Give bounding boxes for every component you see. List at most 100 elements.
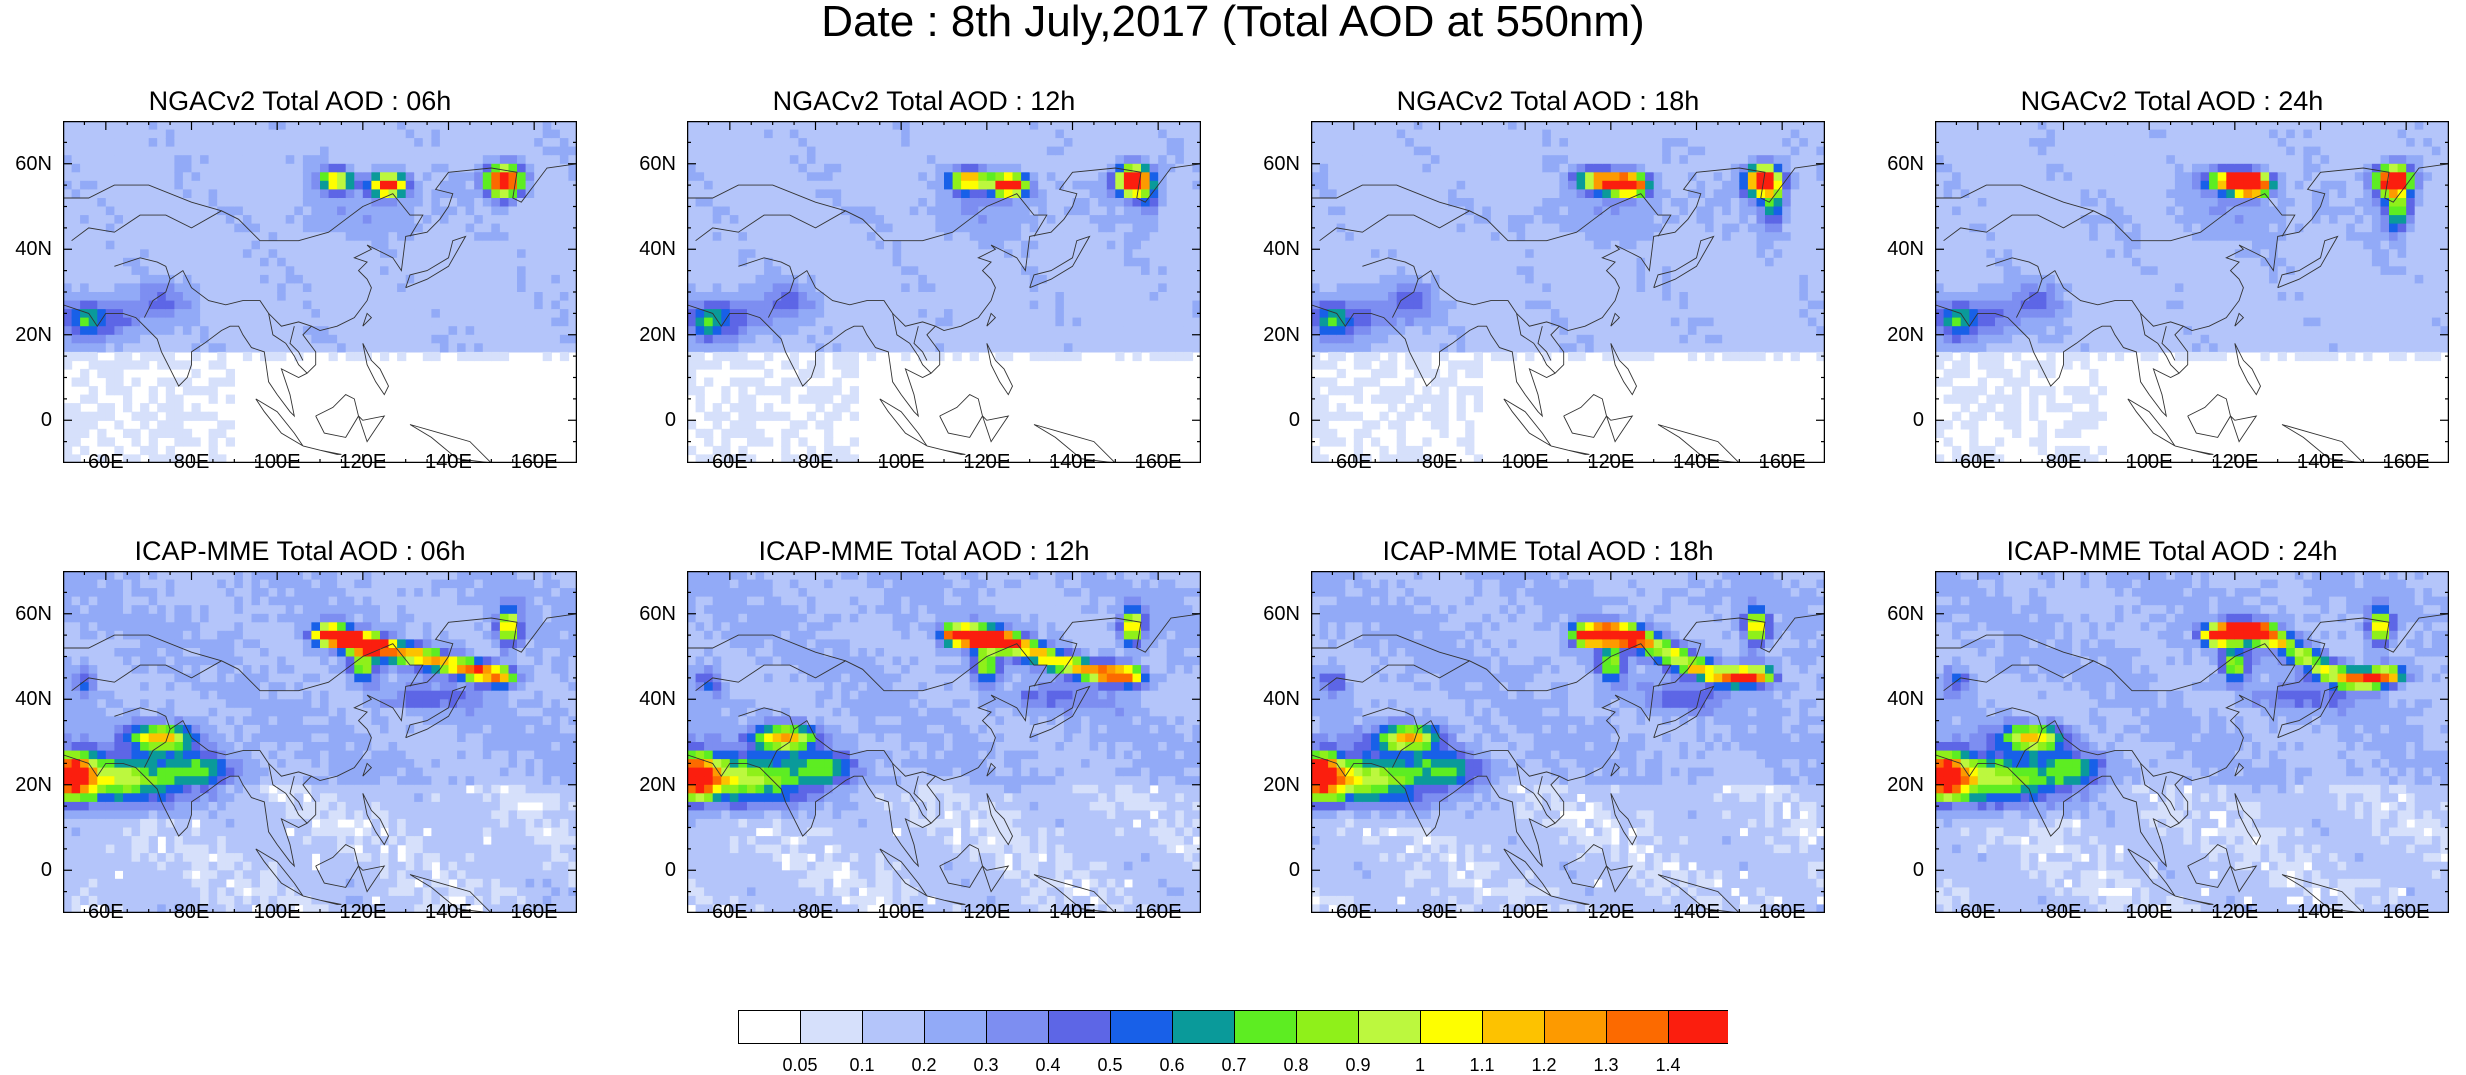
- lat-tick-label: 0: [624, 410, 676, 430]
- lon-tick-label: 100E: [1490, 902, 1560, 922]
- lon-tick-label: 60E: [695, 452, 765, 472]
- colorbar-swatch: [1235, 1011, 1297, 1044]
- lon-tick-label: 160E: [499, 902, 569, 922]
- lon-tick-label: 160E: [1123, 902, 1193, 922]
- colorbar-label: 1.2: [1514, 1056, 1574, 1074]
- lon-tick-label: 160E: [1123, 452, 1193, 472]
- lon-tick-label: 80E: [1405, 902, 1475, 922]
- lon-tick-label: 120E: [328, 452, 398, 472]
- colorbar-label: 0.9: [1328, 1056, 1388, 1074]
- lat-tick-label: 0: [1248, 410, 1300, 430]
- colorbar-swatch: [1111, 1011, 1173, 1044]
- lat-tick-label: 60N: [624, 604, 676, 624]
- panel-title: ICAP-MME Total AOD : 06h: [0, 536, 600, 566]
- colorbar-swatch: [1607, 1011, 1669, 1044]
- lon-tick-label: 80E: [1405, 452, 1475, 472]
- lon-tick-label: 120E: [2200, 902, 2270, 922]
- aod-map: [1311, 121, 1825, 463]
- lon-tick-label: 100E: [1490, 452, 1560, 472]
- lon-tick-label: 120E: [2200, 452, 2270, 472]
- lon-tick-label: 80E: [157, 902, 227, 922]
- lat-tick-label: 20N: [624, 775, 676, 795]
- lon-tick-label: 140E: [1038, 452, 1108, 472]
- lon-tick-label: 60E: [1319, 902, 1389, 922]
- colorbar-label: 0.8: [1266, 1056, 1326, 1074]
- lat-tick-label: 20N: [1872, 325, 1924, 345]
- colorbar-label: 0.6: [1142, 1056, 1202, 1074]
- lat-tick-label: 60N: [0, 154, 52, 174]
- lat-tick-label: 0: [0, 410, 52, 430]
- panel-title: NGACv2 Total AOD : 12h: [624, 86, 1224, 116]
- colorbar-swatch: [1545, 1011, 1607, 1044]
- lon-tick-label: 60E: [71, 452, 141, 472]
- aod-field: [1311, 121, 1825, 463]
- lon-tick-label: 160E: [2371, 902, 2441, 922]
- aod-field: [63, 571, 577, 913]
- lon-tick-label: 140E: [414, 902, 484, 922]
- lon-tick-label: 140E: [1662, 902, 1732, 922]
- lon-tick-label: 80E: [2029, 452, 2099, 472]
- lat-tick-label: 40N: [1248, 239, 1300, 259]
- aod-map: [1935, 571, 2449, 913]
- lat-tick-label: 20N: [0, 775, 52, 795]
- aod-map: [687, 121, 1201, 463]
- lat-tick-label: 20N: [624, 325, 676, 345]
- lon-tick-label: 100E: [242, 902, 312, 922]
- lon-tick-label: 160E: [499, 452, 569, 472]
- aod-map: [687, 571, 1201, 913]
- panel-title: NGACv2 Total AOD : 06h: [0, 86, 600, 116]
- lat-tick-label: 60N: [624, 154, 676, 174]
- colorbar-swatch: [1049, 1011, 1111, 1044]
- lon-tick-label: 60E: [71, 902, 141, 922]
- colorbar-swatch: [739, 1011, 801, 1044]
- colorbar-swatch: [1359, 1011, 1421, 1044]
- colorbar: [738, 1010, 1728, 1044]
- lat-tick-label: 40N: [0, 689, 52, 709]
- colorbar-label: 0.7: [1204, 1056, 1264, 1074]
- colorbar-label: 1.1: [1452, 1056, 1512, 1074]
- aod-field: [1935, 571, 2449, 913]
- aod-field: [1935, 121, 2449, 463]
- colorbar-label: 0.3: [956, 1056, 1016, 1074]
- aod-map: [63, 121, 577, 463]
- lon-tick-label: 160E: [1747, 452, 1817, 472]
- lon-tick-label: 140E: [1662, 452, 1732, 472]
- lat-tick-label: 40N: [624, 239, 676, 259]
- aod-field: [63, 121, 577, 463]
- main-title: Date : 8th July,2017 (Total AOD at 550nm…: [0, 0, 2466, 44]
- lon-tick-label: 60E: [1943, 902, 2013, 922]
- lat-tick-label: 40N: [1248, 689, 1300, 709]
- lon-tick-label: 80E: [781, 452, 851, 472]
- panel-title: NGACv2 Total AOD : 24h: [1872, 86, 2466, 116]
- lat-tick-label: 0: [1872, 860, 1924, 880]
- lon-tick-label: 140E: [2286, 452, 2356, 472]
- colorbar-swatch: [925, 1011, 987, 1044]
- lon-tick-label: 80E: [157, 452, 227, 472]
- colorbar-label: 0.2: [894, 1056, 954, 1074]
- lon-tick-label: 120E: [328, 902, 398, 922]
- colorbar-label: 0.5: [1080, 1056, 1140, 1074]
- colorbar-label: 1.4: [1638, 1056, 1698, 1074]
- lat-tick-label: 40N: [1872, 239, 1924, 259]
- lat-tick-label: 0: [1248, 860, 1300, 880]
- panel-title: ICAP-MME Total AOD : 18h: [1248, 536, 1848, 566]
- aod-field: [687, 571, 1201, 913]
- lon-tick-label: 60E: [695, 902, 765, 922]
- aod-field: [687, 121, 1201, 463]
- lat-tick-label: 20N: [1248, 775, 1300, 795]
- colorbar-swatch: [1669, 1011, 1729, 1044]
- lon-tick-label: 60E: [1943, 452, 2013, 472]
- panel-title: ICAP-MME Total AOD : 12h: [624, 536, 1224, 566]
- lat-tick-label: 60N: [0, 604, 52, 624]
- colorbar-label: 0.05: [770, 1056, 830, 1074]
- lon-tick-label: 100E: [242, 452, 312, 472]
- colorbar-swatch: [1483, 1011, 1545, 1044]
- lat-tick-label: 20N: [1872, 775, 1924, 795]
- lat-tick-label: 40N: [624, 689, 676, 709]
